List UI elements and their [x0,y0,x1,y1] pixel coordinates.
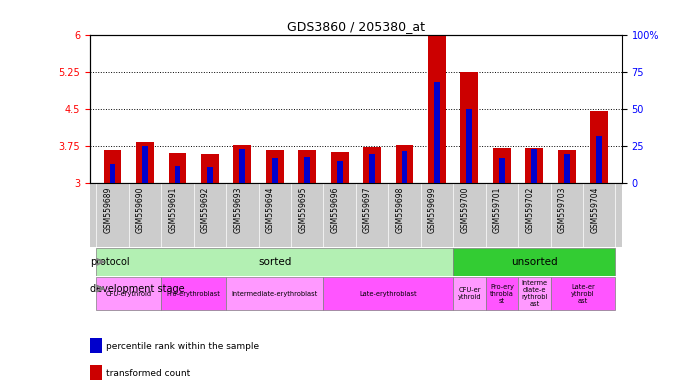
Bar [590,111,608,184]
Text: Late-er
ythrobl
ast: Late-er ythrobl ast [571,284,595,304]
Text: percentile rank within the sample: percentile rank within the sample [106,342,260,351]
Text: GSM559697: GSM559697 [363,187,372,233]
Bar [466,109,473,184]
Bar [96,248,453,276]
Bar [169,153,187,184]
Text: GSM559689: GSM559689 [104,187,113,233]
Bar [531,149,537,184]
Text: transformed count: transformed count [106,369,191,378]
Text: GSM559702: GSM559702 [525,187,534,233]
Text: CFU-erythroid: CFU-erythroid [106,291,152,297]
Bar [226,277,323,310]
Text: GSM559698: GSM559698 [395,187,404,233]
Bar [401,151,408,184]
Text: GSM559696: GSM559696 [330,187,340,233]
Bar [175,166,180,184]
Text: GSM559700: GSM559700 [460,187,469,233]
Bar [369,154,375,184]
Bar [266,150,284,184]
Bar [337,161,343,184]
Bar [493,148,511,184]
Bar [428,36,446,184]
Text: protocol: protocol [91,257,130,267]
Bar [525,148,543,184]
Bar [323,277,453,310]
Bar [363,147,381,184]
Bar [331,152,348,184]
Text: unsorted: unsorted [511,257,558,267]
Bar [207,167,213,184]
Text: Intermediate-erythroblast: Intermediate-erythroblast [231,291,318,297]
Bar [142,146,148,184]
Text: GSM559692: GSM559692 [201,187,210,233]
Text: Pro-erythroblast: Pro-erythroblast [167,291,220,297]
Bar [558,150,576,184]
Bar [564,154,569,184]
Bar [272,158,278,184]
Bar [551,277,616,310]
Title: GDS3860 / 205380_at: GDS3860 / 205380_at [287,20,425,33]
Text: GSM559704: GSM559704 [590,187,599,233]
Bar [299,150,316,184]
Text: GSM559701: GSM559701 [493,187,502,233]
Bar [518,277,551,310]
Text: GSM559691: GSM559691 [169,187,178,233]
Text: GSM559695: GSM559695 [299,187,307,233]
Bar [453,248,616,276]
Text: Late-erythroblast: Late-erythroblast [359,291,417,297]
Bar [499,158,505,184]
Bar [201,154,219,184]
Bar [136,142,154,184]
Text: development stage: development stage [91,283,185,294]
Text: Pro-ery
throbla
st: Pro-ery throbla st [490,284,514,304]
Bar [460,72,478,184]
Bar [161,277,226,310]
Bar [239,149,245,184]
Text: GSM559694: GSM559694 [266,187,275,233]
Bar [486,277,518,310]
Bar [110,164,115,184]
Bar [396,145,413,184]
Text: CFU-er
ythroid: CFU-er ythroid [457,287,481,300]
Bar [104,150,122,184]
Text: GSM559690: GSM559690 [136,187,145,233]
Bar [453,277,486,310]
Text: Interme
diate-e
rythrobl
ast: Interme diate-e rythrobl ast [521,280,547,307]
Bar [96,277,161,310]
Bar [304,157,310,184]
Bar [596,136,602,184]
Text: GSM559703: GSM559703 [558,187,567,233]
Text: GSM559699: GSM559699 [428,187,437,233]
Bar [434,82,440,184]
Text: GSM559693: GSM559693 [234,187,243,233]
Bar [234,145,252,184]
Text: sorted: sorted [258,257,292,267]
